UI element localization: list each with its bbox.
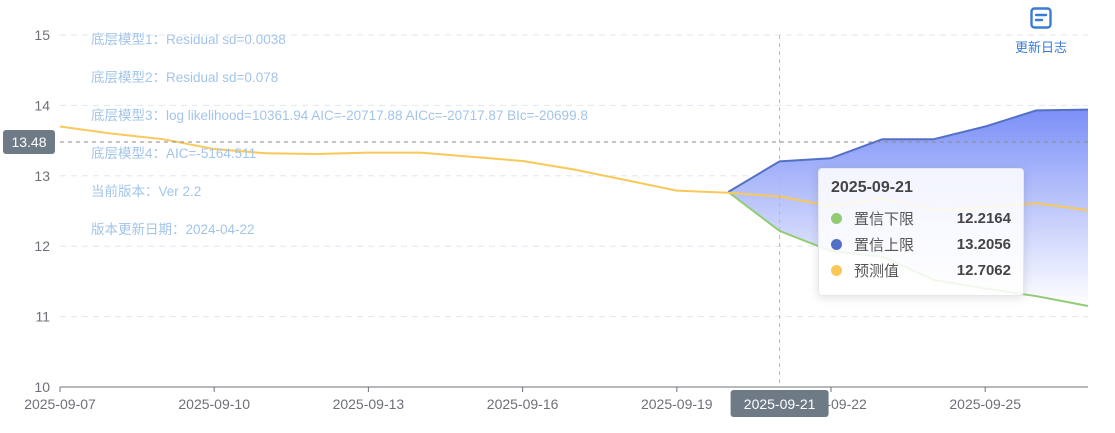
y-tick-label: 11: [35, 309, 50, 325]
legend-dot-forecast: [831, 264, 842, 276]
x-tick-label: 2025-09-07: [24, 396, 96, 412]
tooltip-value: 13.2056: [956, 235, 1011, 253]
legend-dot-upper: [831, 238, 842, 250]
annotation-text: 底层模型1：Residual sd=0.0038: [91, 32, 286, 47]
axis-pointer-layer: 13.48 2025-09-21: [3, 35, 1088, 417]
x-tick-label: 2025-09-13: [333, 396, 405, 412]
tooltip: 2025-09-21 置信下限 12.2164 置信上限 13.2056 预测值…: [818, 168, 1024, 296]
tooltip-row-forecast: 预测值 12.7062: [831, 257, 1011, 283]
x-tick-label: 2025-09-19: [641, 396, 713, 412]
changelog-label: 更新日志: [1014, 40, 1067, 55]
legend-dot-lower: [831, 212, 842, 224]
y-tick-label: 15: [34, 27, 50, 43]
tooltip-value: 12.7062: [956, 261, 1011, 279]
annotation-layer: 底层模型1：Residual sd=0.0038 底层模型2：Residual s…: [91, 32, 588, 237]
y-tick-label: 12: [34, 238, 50, 254]
tooltip-title: 2025-09-21: [831, 179, 913, 196]
x-tick-label: 2025-09-16: [487, 396, 559, 412]
axis-pointer-x-label: 2025-09-21: [744, 396, 816, 412]
annotation-text: 底层模型2：Residual sd=0.078: [91, 70, 278, 85]
annotation-text: 版本更新日期：2024-04-22: [91, 222, 255, 237]
tooltip-row-upper: 置信上限 13.2056: [831, 231, 1011, 257]
document-icon: [1030, 7, 1052, 29]
x-tick-label: 2025-09-10: [178, 396, 250, 412]
annotation-text: 当前版本：Ver 2.2: [91, 183, 201, 199]
tooltip-name: 置信下限: [854, 210, 915, 228]
tooltip-name: 置信上限: [854, 236, 915, 254]
tooltip-row-lower: 置信下限 12.2164: [831, 205, 1011, 231]
x-tick-label: 2025-09-25: [949, 396, 1021, 412]
axis-pointer-x-box: [730, 390, 829, 417]
y-tick-label: 10: [34, 379, 50, 395]
axis-pointer-y-label: 13.48: [11, 134, 46, 150]
annotation-text: 底层模型4：AIC=-5164.511: [91, 146, 256, 161]
tooltip-value: 12.2164: [956, 209, 1011, 227]
tooltip-name: 预测值: [854, 262, 900, 280]
annotation-text: 底层模型3：log likelihood=10361.94 AIC=-20717…: [91, 108, 588, 123]
series-line-upper-bound: [727, 108, 1089, 193]
axis-pointer-y-box: [3, 130, 55, 155]
y-tick-label: 14: [34, 97, 50, 113]
changelog-button[interactable]: 更新日志: [1008, 6, 1074, 56]
y-tick-label: 13: [34, 168, 50, 184]
